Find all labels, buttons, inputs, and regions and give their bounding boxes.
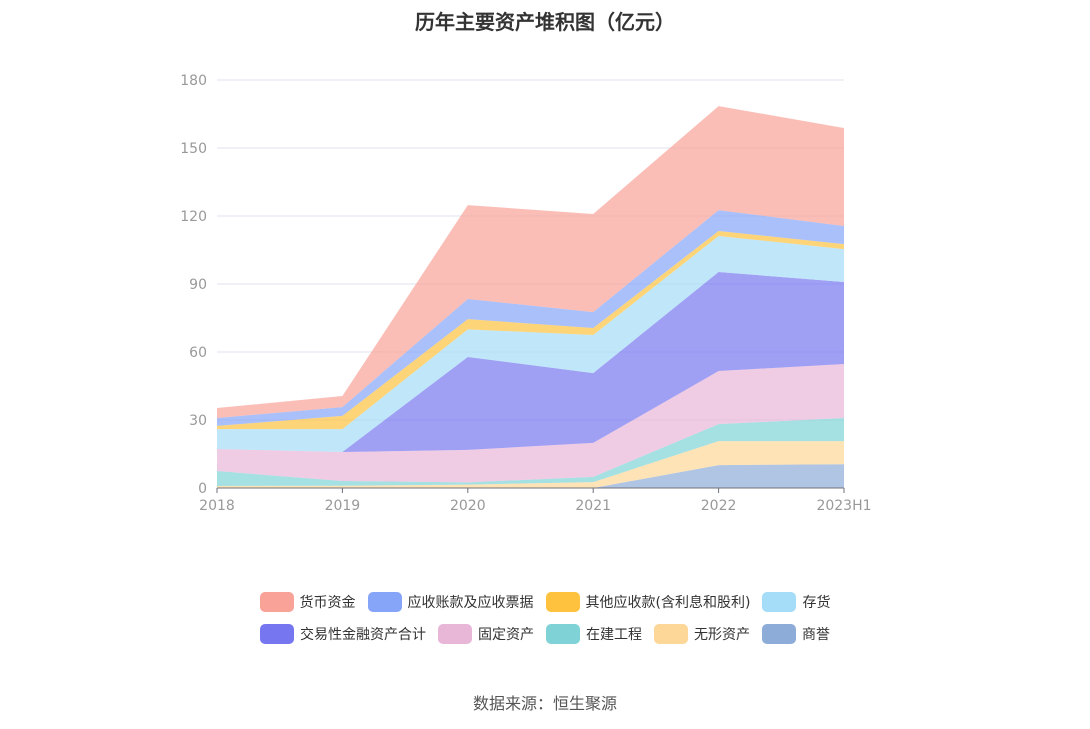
legend-swatch: [438, 624, 472, 644]
x-tick-label: 2021: [575, 498, 611, 514]
legend-label: 在建工程: [586, 627, 642, 643]
area-series-2: [217, 417, 844, 486]
legend-swatch: [259, 592, 294, 612]
y-tick-label: 180: [180, 73, 207, 89]
area-series-4: [217, 271, 844, 452]
y-tick-label: 30: [189, 413, 207, 429]
legend-item[interactable]: 固定资产: [438, 624, 534, 644]
legend-item[interactable]: 存货: [762, 592, 830, 612]
legend-swatch: [654, 624, 688, 644]
legend-item[interactable]: 商誉: [762, 624, 830, 644]
legend-item[interactable]: 在建工程: [546, 624, 642, 644]
x-tick-label: 2020: [450, 498, 486, 514]
legend-label: 其他应收款(含利息和股利): [585, 595, 751, 611]
legend-label: 应收账款及应收票据: [407, 595, 534, 611]
legend-item[interactable]: 无形资产: [654, 624, 750, 644]
legend: 货币资金 应收账款及应收票据 其他应收款(含利息和股利) 存货交易性金融资产合计 固定资…: [0, 592, 1090, 644]
x-tick-label: 2023H1: [816, 498, 871, 514]
x-tick-label: 2018: [199, 498, 235, 514]
legend-swatch: [367, 592, 402, 612]
legend-swatch: [545, 592, 580, 612]
area-series-8: [217, 106, 844, 418]
area-series-5: [217, 235, 844, 452]
legend-swatch: [260, 624, 294, 644]
legend-label: 固定资产: [478, 627, 534, 643]
area-series-7: [217, 210, 844, 426]
y-tick-label: 90: [189, 277, 207, 293]
legend-swatch: [762, 624, 796, 644]
area-series-1: [217, 441, 844, 488]
legend-label: 交易性金融资产合计: [300, 627, 426, 643]
y-tick-label: 0: [198, 481, 207, 497]
legend-item[interactable]: 货币资金: [259, 592, 356, 612]
y-tick-label: 120: [180, 209, 207, 225]
legend-swatch: [546, 624, 580, 644]
legend-item[interactable]: 交易性金融资产合计: [260, 624, 426, 644]
legend-label: 商誉: [802, 627, 830, 643]
area-series-0: [217, 464, 844, 488]
legend-label: 存货: [802, 595, 831, 611]
area-series-3: [217, 364, 844, 483]
y-tick-label: 60: [189, 345, 207, 361]
y-tick-label: 150: [180, 141, 207, 157]
data-source: 数据来源：恒生聚源: [472, 694, 617, 713]
legend-item[interactable]: 应收账款及应收票据: [367, 592, 534, 612]
legend-swatch: [762, 592, 797, 612]
legend-label: 无形资产: [694, 627, 750, 643]
chart-title: 历年主要资产堆积图（亿元）: [415, 10, 675, 34]
legend-item[interactable]: 其他应收款(含利息和股利): [545, 592, 751, 612]
area-series-6: [217, 230, 844, 430]
x-tick-label: 2019: [325, 498, 361, 514]
legend-label: 货币资金: [299, 595, 356, 611]
x-tick-label: 2022: [701, 498, 737, 514]
